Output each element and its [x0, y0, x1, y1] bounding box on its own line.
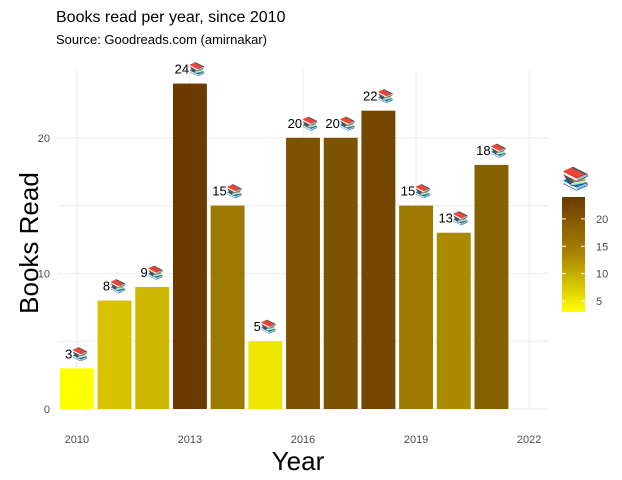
x-axis-title: Year	[272, 446, 325, 476]
x-axis-ticks: 2010 2013 2016 2019 2022	[65, 434, 542, 446]
bar-label-2019: 15📚	[401, 184, 432, 199]
bars	[59, 83, 509, 410]
bar-2012	[135, 286, 170, 409]
bar-2016	[286, 137, 320, 410]
x-tick-label: 2010	[65, 434, 89, 446]
bar-label-2020: 13📚	[438, 211, 469, 226]
bar-2015	[248, 341, 283, 409]
bar-2011	[97, 300, 132, 409]
legend-tick-label: 10	[596, 269, 608, 281]
bar-2014	[210, 205, 245, 409]
color-legend: 📚 5 10 15 20	[562, 166, 608, 312]
bar-label-2011: 8📚	[103, 279, 126, 294]
bar-label-2018: 22📚	[363, 89, 394, 104]
chart-title: Books read per year, since 2010	[56, 9, 286, 26]
chart-subtitle: Source: Goodreads.com (amirnakar)	[56, 32, 267, 47]
bar-2017	[323, 137, 358, 410]
bar-2021	[474, 164, 509, 409]
bar-label-2016: 20📚	[288, 116, 319, 131]
bar-label-2012: 9📚	[141, 265, 164, 280]
x-tick-label: 2016	[291, 434, 315, 446]
bar-label-2014: 15📚	[212, 184, 243, 199]
y-tick-label: 0	[44, 404, 50, 416]
legend-tick-label: 20	[596, 214, 608, 226]
x-tick-label: 2013	[178, 434, 202, 446]
bar-2020	[436, 232, 471, 409]
bar-label-2021: 18📚	[476, 143, 507, 158]
bar-label-2013: 24📚	[175, 62, 206, 77]
bar-label-2017: 20📚	[325, 116, 356, 131]
bar-2013	[172, 83, 207, 409]
y-tick-label: 10	[38, 268, 50, 280]
bar-2018	[361, 110, 396, 410]
bar-label-2010: 3📚	[65, 346, 88, 361]
bar-label-2015: 5📚	[254, 319, 277, 334]
y-axis-ticks: 0 10 20	[38, 133, 50, 416]
legend-tick-label: 15	[596, 241, 608, 253]
x-tick-label: 2022	[517, 434, 541, 446]
y-tick-label: 20	[38, 133, 50, 145]
legend-title-icon: 📚	[562, 166, 589, 191]
x-tick-label: 2019	[404, 434, 428, 446]
bar-2010	[59, 368, 94, 409]
legend-colorbar	[562, 197, 585, 312]
legend-tick-label: 5	[596, 296, 602, 308]
bar-labels: 3📚 8📚 9📚 24📚 15📚 5📚 20📚 20📚 22📚 15📚 13📚 18📚	[65, 62, 507, 362]
bar-2019	[399, 205, 434, 409]
y-axis-title: Books Read	[14, 172, 44, 314]
